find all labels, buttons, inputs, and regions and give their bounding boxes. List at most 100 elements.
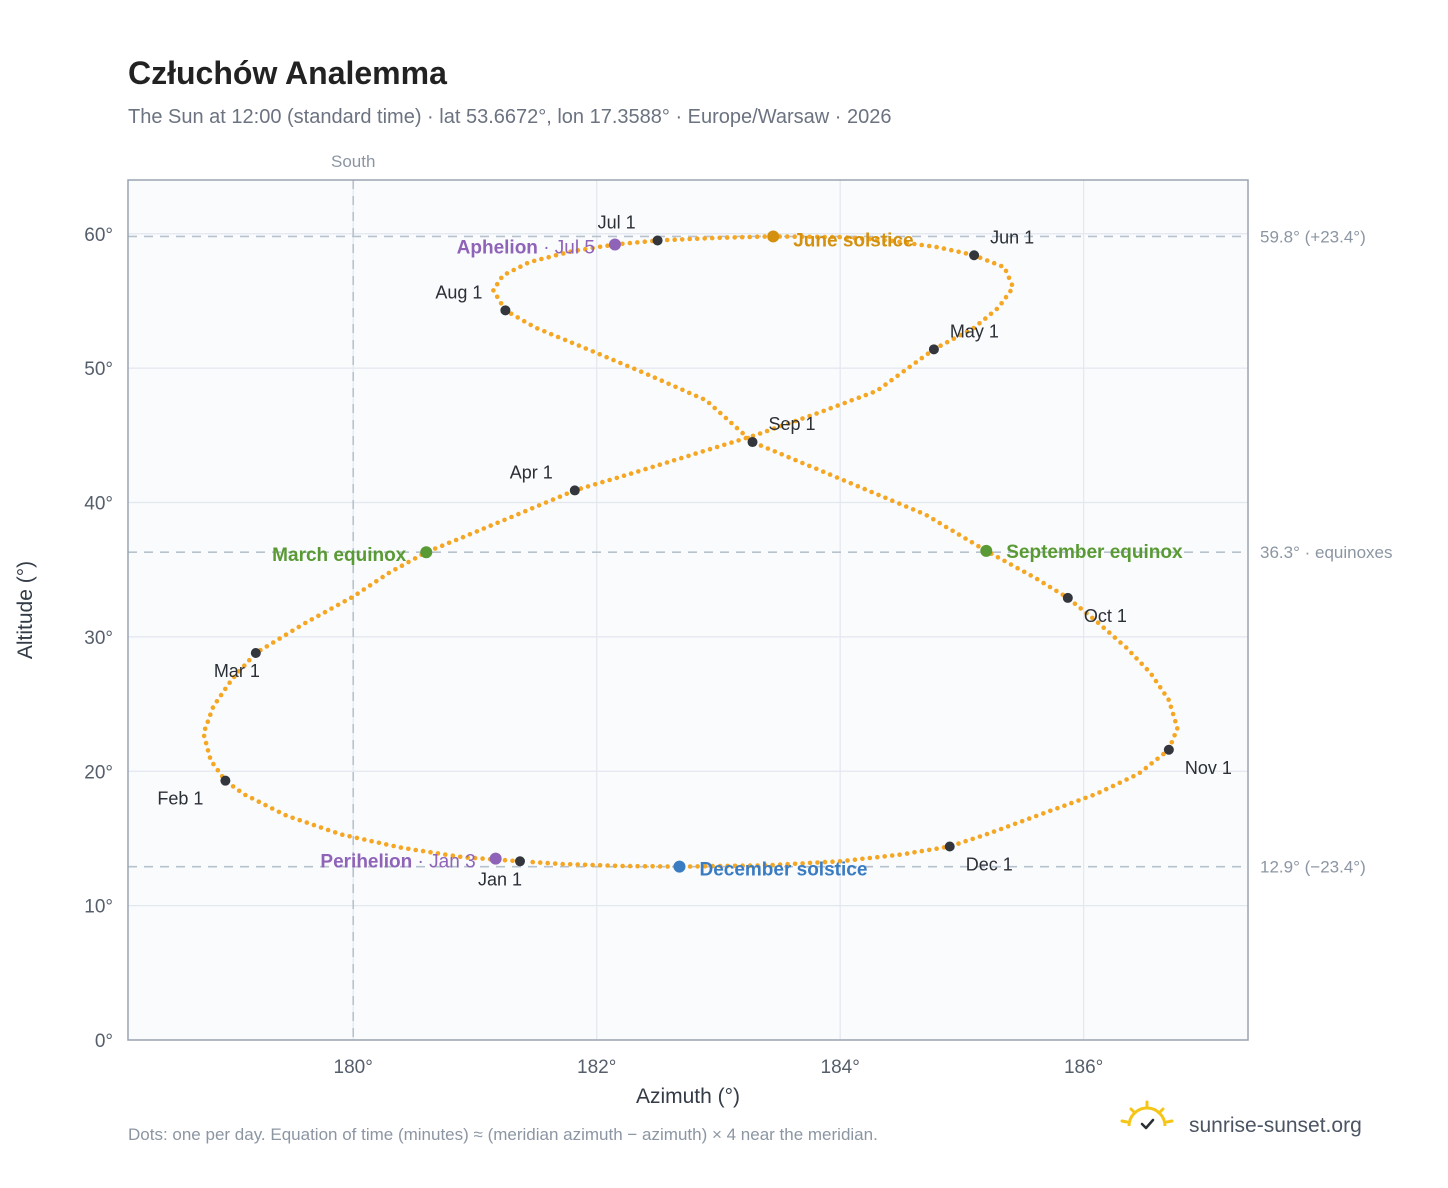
sun-position-dot: [1143, 765, 1149, 771]
sun-position-dot: [1003, 268, 1009, 274]
footnote: Dots: one per day. Equation of time (min…: [128, 1125, 878, 1144]
sun-position-dot: [1062, 803, 1067, 808]
sun-position-dot: [852, 857, 858, 862]
sun-position-dot: [870, 390, 876, 395]
event-date: · Jan 3: [412, 852, 475, 873]
event-marker-dot: [980, 544, 993, 557]
sun-position-dot: [800, 460, 805, 466]
sun-position-dot: [502, 517, 507, 523]
sun-position-dot: [863, 392, 869, 398]
sun-position-dot: [502, 857, 508, 863]
sun-position-dot: [428, 850, 433, 855]
sun-position-dot: [575, 862, 580, 867]
sun-position-dot: [815, 860, 820, 865]
sun-position-dot: [732, 235, 737, 240]
sun-position-dot: [999, 301, 1004, 306]
sun-position-dot: [332, 830, 338, 835]
sun-position-dot: [970, 836, 975, 842]
sun-position-dot: [1110, 783, 1116, 789]
sun-position-dot: [620, 241, 625, 247]
sun-position-dot: [919, 848, 925, 854]
sun-position-dot: [943, 524, 949, 530]
y-tick-label: 10°: [84, 897, 113, 918]
sun-position-dot: [1137, 770, 1143, 776]
month-marker-label: Nov 1: [1185, 758, 1232, 778]
sun-position-dot: [270, 640, 276, 645]
sun-position-dot: [590, 862, 595, 868]
sun-position-dot: [672, 237, 677, 242]
sun-position-dot: [830, 859, 835, 864]
sun-position-dot: [710, 863, 715, 869]
event-name: Aphelion: [457, 238, 538, 259]
sun-position-dot: [495, 520, 500, 526]
sun-position-dot: [242, 663, 247, 668]
sun-position-dot: [792, 234, 797, 239]
sun-position-dot: [988, 311, 994, 317]
sun-position-dot: [938, 343, 943, 349]
month-marker-label: Jan 1: [478, 869, 522, 889]
sun-position-dot: [793, 418, 798, 424]
sun-position-dot: [907, 364, 912, 370]
sun-position-dot: [1047, 584, 1053, 590]
sun-position-dot: [834, 475, 840, 480]
sun-position-dot: [1078, 606, 1083, 611]
sun-position-dot: [453, 537, 459, 543]
sun-position-dot: [762, 863, 768, 868]
sun-position-dot: [1173, 718, 1178, 724]
sun-position-dot: [694, 236, 700, 241]
sun-position-dot: [852, 235, 857, 241]
sun-position-dot: [627, 863, 633, 869]
sun-position-dot: [1054, 588, 1059, 594]
sun-position-dot: [845, 858, 850, 863]
sun-position-dot: [821, 408, 826, 414]
sun-position-dot: [844, 235, 850, 240]
sun-position-dot: [1117, 780, 1123, 786]
sun-position-dot: [607, 477, 612, 483]
sun-position-dot: [347, 834, 352, 839]
sun-position-dot: [290, 628, 295, 634]
sun-position-dot: [793, 457, 798, 463]
reference-line-label: 36.3° · equinoxes: [1260, 543, 1393, 562]
sun-position-dot: [998, 826, 1004, 832]
sun-position-dot: [498, 301, 504, 306]
sun-position-dot: [1155, 756, 1160, 762]
daily-sun-dots: [201, 234, 1180, 869]
sun-position-dot: [889, 377, 894, 383]
sun-position-dot: [535, 326, 540, 331]
sun-position-dot: [709, 235, 715, 241]
sun-position-dot: [369, 838, 374, 844]
sun-position-dot: [687, 236, 692, 242]
sun-position-dot: [1101, 625, 1106, 630]
sun-position-dot: [316, 613, 321, 619]
sun-position-dot: [524, 261, 530, 266]
sun-position-dot: [342, 599, 348, 604]
sun-position-dot: [304, 820, 310, 825]
brand-name: sunrise-sunset.org: [1189, 1114, 1362, 1137]
sun-position-dot: [912, 241, 917, 247]
month-marker-dot: [515, 856, 525, 867]
sun-position-dot: [499, 275, 504, 281]
sun-position-dot: [700, 396, 706, 402]
sun-position-dot: [201, 733, 207, 739]
sun-position-dot: [569, 340, 575, 346]
sun-position-dot: [1149, 672, 1155, 678]
sun-position-dot: [553, 253, 559, 258]
sun-position-dot: [361, 587, 367, 592]
event-marker-label: Perihelion · Jan 3: [320, 852, 475, 873]
sun-position-dot: [994, 306, 1000, 312]
month-marker-dot: [944, 841, 955, 852]
sun-position-dot: [1076, 798, 1081, 803]
sun-position-dot: [582, 862, 588, 868]
sun-position-dot: [944, 339, 950, 345]
sun-position-dot: [1103, 786, 1109, 792]
sun-position-dot: [205, 719, 211, 724]
sun-position-dot: [635, 240, 640, 245]
event-marker-dot: [673, 860, 686, 873]
sun-position-dot: [724, 235, 730, 240]
sun-position-dot: [718, 410, 723, 416]
sun-position-dot: [754, 234, 760, 240]
sun-position-dot: [895, 373, 900, 379]
sun-position-dot: [820, 469, 826, 475]
sun-position-dot: [643, 466, 648, 472]
sun-position-dot: [849, 398, 854, 403]
